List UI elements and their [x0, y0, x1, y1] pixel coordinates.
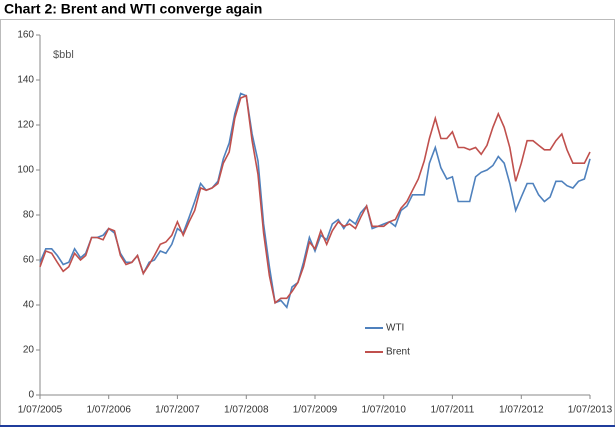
y-tick-label: 100	[17, 165, 34, 176]
x-tick-label: 1/07/2008	[224, 405, 269, 416]
x-tick-label: 1/07/2009	[293, 405, 338, 416]
x-tick-label: 1/07/2005	[18, 405, 63, 416]
y-tick-label: 20	[23, 345, 35, 356]
x-tick-label: 1/07/2011	[431, 405, 475, 416]
series-line	[39, 94, 591, 305]
x-tick-label: 1/07/2013	[568, 405, 613, 416]
x-tick-label: 1/07/2010	[361, 405, 406, 416]
y-tick-label: 80	[23, 210, 35, 221]
y-axis-label: $bbl	[53, 49, 74, 61]
y-tick-label: 40	[23, 300, 35, 311]
chart-title: Chart 2: Brent and WTI converge again	[4, 1, 262, 17]
y-tick-label: 120	[17, 120, 34, 131]
frame	[0, 19, 615, 426]
x-tick-label: 1/07/2007	[155, 405, 200, 416]
x-tick-label: 1/07/2006	[86, 405, 131, 416]
y-tick-label: 0	[28, 390, 34, 401]
y-tick-label: 160	[17, 30, 34, 41]
y-tick-label: 60	[23, 255, 35, 266]
y-tick-label: 140	[17, 75, 34, 86]
legend-label: Brent	[386, 347, 410, 358]
legend-label: WTI	[386, 323, 404, 334]
series-line	[39, 92, 591, 309]
x-tick-label: 1/07/2012	[499, 405, 544, 416]
